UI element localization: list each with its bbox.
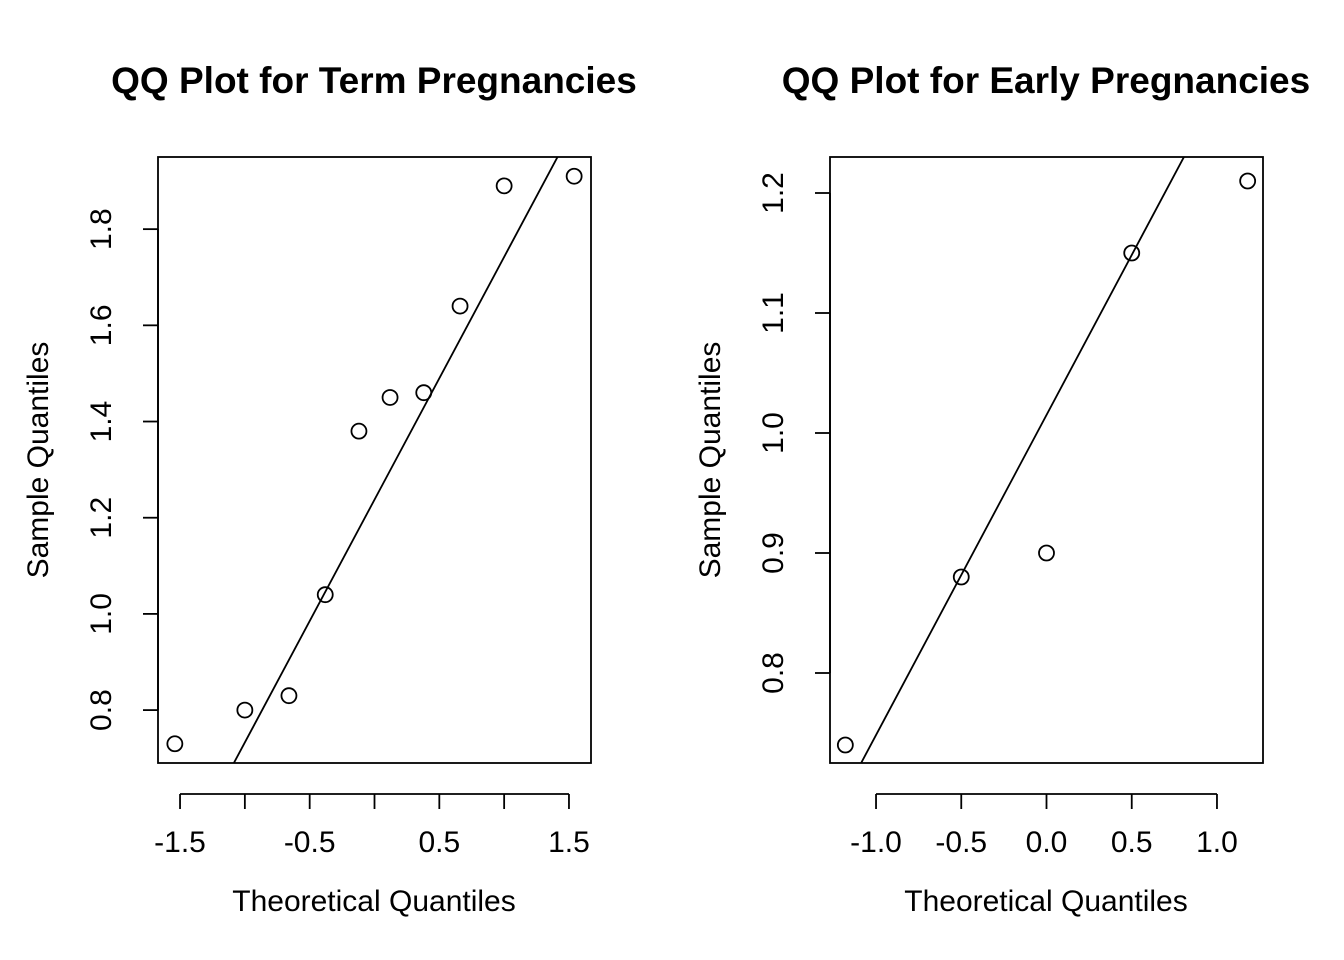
data-point [836,736,854,754]
data-point [166,735,184,753]
x-tick-label: -1.0 [850,826,902,859]
x-tick-label: 0.0 [1026,826,1068,859]
x-tick-label: -0.5 [284,826,336,859]
y-axis-label: Sample Quantiles [694,342,727,579]
y-tick-label: 1.2 [757,172,790,214]
data-point [1038,544,1055,562]
data-point [1123,244,1141,262]
y-tick-label: 1.0 [85,593,118,635]
chart-title: QQ Plot for Term Pregnancies [111,60,637,101]
y-tick-label: 1.8 [85,208,118,250]
y-tick-label: 0.9 [757,532,790,574]
data-point [381,389,399,406]
data-point [350,422,368,440]
data-point [1239,172,1257,190]
plot-marks [166,157,583,763]
x-tick-label: 0.5 [418,826,460,859]
plot-marks [836,157,1257,763]
plot-frame [829,156,1264,764]
qq-plot-term-pregnancies: QQ Plot for Term Pregnancies -1.5 -0.5 0.5… [22,60,637,918]
data-point [495,177,513,195]
x-axis: -1.0 -0.5 0.0 0.5 1.0 [850,793,1238,859]
qq-reference-line [232,157,559,763]
y-tick-label: 0.8 [757,652,790,694]
x-tick-label: -0.5 [935,826,987,859]
x-tick-label: 0.5 [1111,826,1153,859]
data-point [565,167,583,185]
x-tick-label: -1.5 [154,826,206,859]
y-tick-label: 1.4 [85,401,118,443]
x-axis-label: Theoretical Quantiles [232,885,515,918]
x-axis-label: Theoretical Quantiles [904,885,1187,918]
data-point [415,384,433,402]
y-tick-label: 1.6 [85,304,118,346]
data-point [952,568,970,586]
qq-reference-line [860,157,1185,763]
qq-plot-early-pregnancies: QQ Plot for Early Pregnancies -1.0 -0.5 0.… [694,60,1310,918]
data-point [316,586,334,604]
y-tick-label: 1.1 [757,292,790,334]
y-tick-label: 0.8 [85,689,118,731]
y-tick-label: 1.2 [85,497,118,539]
data-point [451,297,469,315]
x-tick-label: 1.5 [548,826,590,859]
chart-title: QQ Plot for Early Pregnancies [782,60,1310,101]
y-tick-label: 1.0 [757,412,790,454]
x-tick-label: 1.0 [1196,826,1238,859]
y-axis: 0.8 0.9 1.0 1.1 1.2 [757,172,831,694]
y-axis: 0.8 1.0 1.2 1.4 1.6 1.8 [85,208,159,731]
data-point [236,701,254,719]
y-axis-label: Sample Quantiles [22,342,55,579]
x-axis: -1.5 -0.5 0.5 1.5 [154,793,590,859]
plot-frame [157,156,592,764]
data-point [280,687,298,705]
